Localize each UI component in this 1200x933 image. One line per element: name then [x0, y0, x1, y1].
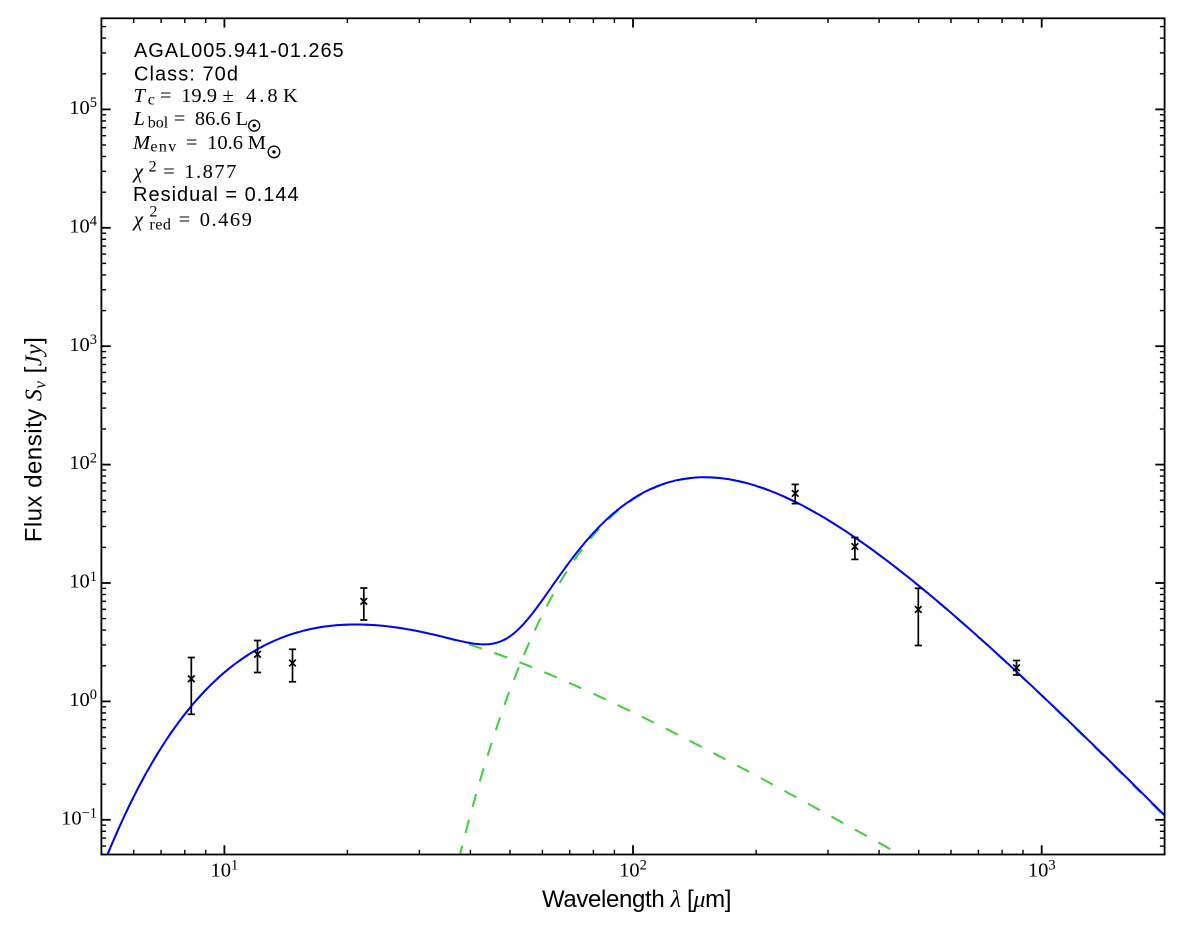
svg-text:0.469: 0.469 — [200, 209, 254, 231]
svg-text:Flux density Sν [Jy]: Flux density Sν [Jy] — [21, 337, 50, 543]
svg-text:env: env — [150, 139, 177, 156]
svg-text:Wavelength λ [μm]: Wavelength λ [μm] — [542, 886, 731, 913]
svg-text:10.6: 10.6 — [207, 132, 243, 154]
svg-text:bol: bol — [148, 114, 169, 131]
svg-text:T: T — [134, 85, 147, 107]
svg-text:c: c — [148, 92, 155, 109]
svg-text:2: 2 — [149, 158, 157, 175]
svg-text:=: = — [186, 132, 198, 154]
svg-text:χ: χ — [132, 207, 144, 231]
svg-text:19.9: 19.9 — [181, 85, 217, 107]
svg-text:AGAL005.941-01.265: AGAL005.941-01.265 — [134, 40, 345, 62]
svg-text:=: = — [163, 161, 175, 183]
svg-text:86.6: 86.6 — [195, 108, 231, 130]
svg-text:L: L — [133, 108, 145, 130]
svg-text:χ: χ — [132, 159, 144, 183]
svg-text:±: ± — [223, 85, 234, 107]
svg-text:1.877: 1.877 — [184, 161, 238, 183]
svg-text:L: L — [236, 108, 249, 130]
svg-text:red: red — [149, 217, 171, 234]
svg-text:M: M — [132, 132, 152, 154]
svg-text:M: M — [248, 132, 266, 154]
svg-text:4.8: 4.8 — [246, 85, 281, 107]
svg-text:=: = — [179, 209, 191, 231]
svg-text:=: = — [160, 85, 172, 107]
svg-text:Residual = 0.144: Residual = 0.144 — [133, 184, 300, 206]
svg-text:2: 2 — [149, 204, 157, 221]
svg-text:K: K — [283, 85, 298, 107]
svg-text:=: = — [174, 108, 186, 130]
svg-text:Class: 70d: Class: 70d — [134, 64, 239, 86]
